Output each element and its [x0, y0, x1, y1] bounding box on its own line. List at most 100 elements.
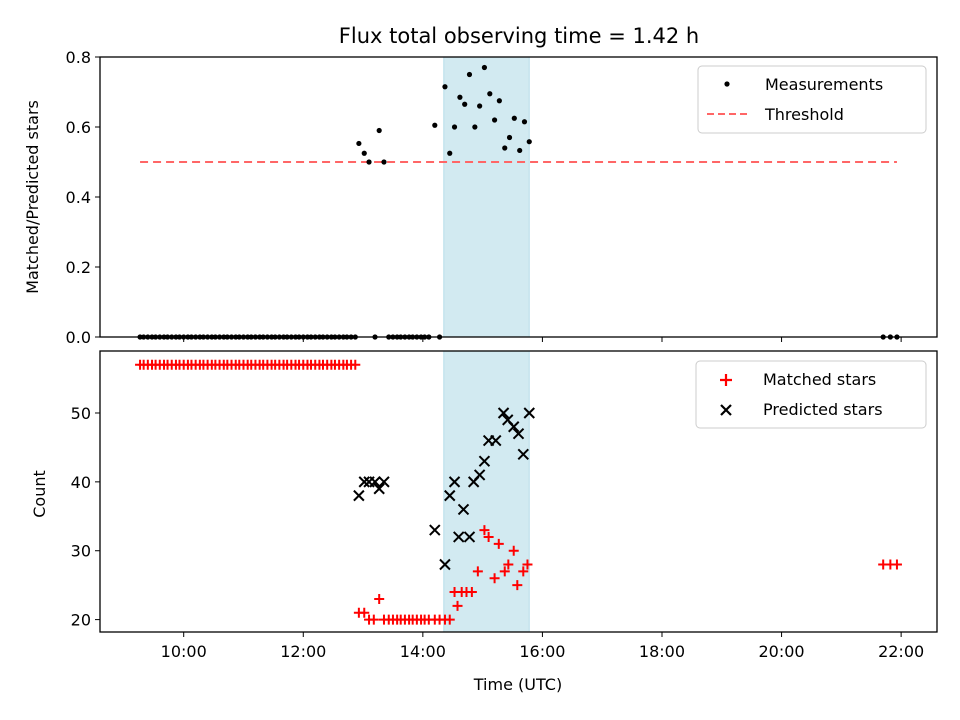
predicted-star-point [473, 469, 486, 481]
x-tick-label: 10:00 [161, 642, 207, 661]
measurement-point [521, 119, 528, 125]
bottom-ticks-layer: 10:00 12:00 14:00 16:00 18:00 20:00 22:00 20 30 4… [71, 404, 925, 661]
chart-title: Flux total observing time = 1.42 h [339, 24, 699, 48]
x-axis-label: Time (UTC) [473, 675, 562, 694]
matched-star-point [493, 538, 504, 549]
matched-star-point [466, 587, 477, 598]
predicted-star-point [429, 524, 441, 536]
measurement-point [457, 94, 463, 100]
predicted-star-point [358, 476, 370, 488]
measurement-point [477, 103, 483, 109]
matched-star-point [359, 607, 370, 618]
matched-star-point [503, 559, 514, 570]
predicted-star-point [497, 407, 510, 419]
predicted-star-point [453, 531, 465, 543]
legend-measurements-marker [724, 81, 730, 87]
measurement-point [517, 147, 523, 154]
measurement-point [366, 159, 372, 165]
measurement-point [526, 139, 532, 145]
measurement-point [466, 71, 473, 78]
matched-star-point [452, 600, 463, 611]
measurement-point [432, 122, 438, 128]
top-y-tick-label: 0.6 [66, 118, 91, 137]
bottom-y-axis-label: Count [30, 470, 49, 518]
measurement-point [502, 145, 508, 151]
matched-star-point [891, 559, 902, 570]
measurement-point [496, 98, 502, 104]
measurement-point [381, 159, 387, 165]
predicted-star-point [508, 421, 520, 433]
predicted-star-point [439, 558, 451, 571]
bottom-y-tick-label: 50 [71, 404, 91, 423]
predicted-star-point [517, 448, 529, 461]
measurement-point [356, 140, 362, 147]
x-tick-label: 12:00 [280, 642, 326, 661]
top-y-tick-label: 0.8 [66, 48, 91, 67]
bottom-axes-frame [99, 350, 938, 633]
matched-star-point [522, 559, 533, 570]
matched-star-point [374, 593, 385, 604]
predicted-star-point [444, 489, 456, 502]
measurement-point [506, 134, 513, 141]
measurement-point [511, 115, 517, 121]
matched-star-point [479, 525, 490, 536]
measurement-point [376, 127, 382, 134]
measurement-point [442, 84, 448, 90]
x-tick-label: 20:00 [759, 642, 805, 661]
bottom-points-layer [135, 359, 902, 625]
predicted-star-point [457, 503, 470, 516]
top-y-tick-label: 0.2 [66, 258, 91, 277]
measurement-point [462, 101, 468, 107]
measurement-point [472, 124, 478, 130]
predicted-star-point [373, 483, 385, 495]
predicted-star-point [369, 476, 381, 488]
matched-star-point [444, 614, 455, 625]
measurement-point [491, 117, 498, 123]
top-shaded-region-layer [443, 56, 530, 338]
top-y-tick-label: 0.4 [66, 188, 91, 207]
matched-star-point [368, 614, 379, 625]
x-tick-label: 16:00 [519, 642, 565, 661]
measurement-point [481, 64, 488, 71]
bottom-axes: 10:00 12:00 14:00 16:00 18:00 20:00 22:00 20 30 4… [30, 350, 938, 694]
measurement-point [487, 91, 493, 97]
matched-star-point [508, 545, 519, 556]
predicted-star-point [448, 476, 461, 488]
x-tick-label: 22:00 [878, 642, 924, 661]
matched-star-point [472, 566, 483, 577]
measurement-point [451, 124, 458, 130]
bottom-legend: Matched stars Predicted stars [695, 360, 927, 429]
matched-star-point [518, 566, 529, 577]
legend-threshold-label: Threshold [764, 105, 844, 124]
bottom-y-tick-label: 40 [71, 473, 91, 492]
bottom-legend-box [695, 360, 927, 429]
top-legend: Measurements Threshold [697, 65, 927, 134]
matched-star-point [499, 566, 510, 577]
predicted-star-point [478, 455, 491, 467]
bottom-y-tick-label: 30 [71, 542, 91, 561]
legend-predicted-label: Predicted stars [763, 400, 883, 419]
matched-star-point [512, 580, 523, 591]
legend-predicted-marker [720, 404, 732, 416]
top-shaded-region [443, 56, 530, 338]
predicted-star-point [512, 427, 525, 440]
measurement-point [361, 150, 367, 156]
matched-star-point [489, 573, 500, 584]
top-ticks-layer: 0.0 0.2 0.4 0.6 0.8 [66, 48, 902, 347]
top-y-tick-label: 0.0 [66, 328, 91, 347]
predicted-star-point [353, 489, 365, 502]
predicted-star-point [378, 476, 390, 488]
x-tick-label: 14:00 [400, 642, 446, 661]
bottom-y-tick-label: 20 [71, 611, 91, 630]
predicted-star-point [523, 407, 535, 419]
predicted-star-point [463, 531, 476, 543]
legend-matched-marker [720, 374, 732, 386]
legend-measurements-label: Measurements [765, 75, 883, 94]
predicted-star-point [490, 434, 502, 447]
measurement-point [447, 150, 453, 156]
matched-star-point [483, 531, 494, 542]
x-tick-label: 18:00 [639, 642, 685, 661]
legend-matched-label: Matched stars [763, 370, 876, 389]
top-y-axis-label: Matched/Predicted stars [23, 100, 42, 294]
